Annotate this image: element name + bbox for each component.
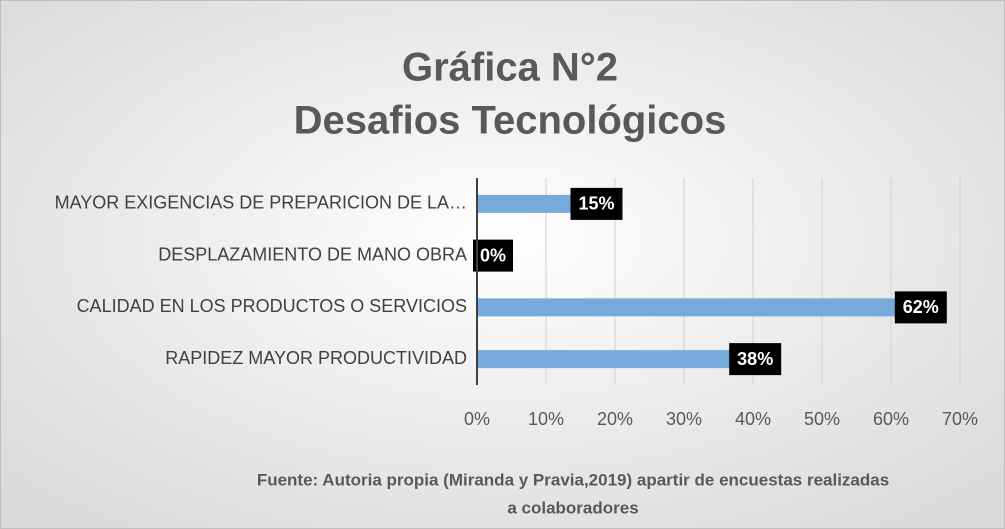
data-label: 0%: [480, 245, 506, 265]
y-tick-label: DESPLAZAMIENTO DE MANO OBRA: [158, 244, 467, 264]
bar: [477, 350, 740, 369]
data-label-box: [570, 187, 623, 220]
x-tick-label: 20%: [597, 409, 633, 429]
x-tick-label: 50%: [804, 409, 840, 429]
data-label-box: [729, 343, 782, 376]
x-tick-label: 70%: [942, 409, 978, 429]
data-label-box: [894, 291, 947, 324]
x-tick-label: 40%: [735, 409, 771, 429]
x-tick-label: 10%: [528, 409, 564, 429]
x-tick-label: 0%: [464, 409, 490, 429]
x-tick-label: 30%: [666, 409, 702, 429]
data-label: 15%: [578, 194, 614, 214]
data-label: 62%: [903, 297, 939, 317]
bar: [477, 298, 905, 317]
y-tick-label: CALIDAD EN LOS PRODUCTOS O SERVICIOS: [77, 296, 467, 316]
chart-title: Desafios Tecnológicos: [294, 99, 727, 143]
chart-title: Gráfica N°2: [402, 46, 618, 90]
data-label-box: [473, 239, 513, 272]
data-label: 38%: [737, 349, 773, 369]
caption: a colaboradores: [507, 498, 638, 517]
caption: Fuente: Autoria propia (Miranda y Pravia…: [257, 470, 889, 489]
y-tick-label: MAYOR EXIGENCIAS DE PREPARICION DE LA…: [55, 193, 467, 213]
bar: [477, 194, 581, 213]
y-tick-label: RAPIDEZ MAYOR PRODUCTIVIDAD: [165, 348, 467, 368]
x-tick-label: 60%: [873, 409, 909, 429]
